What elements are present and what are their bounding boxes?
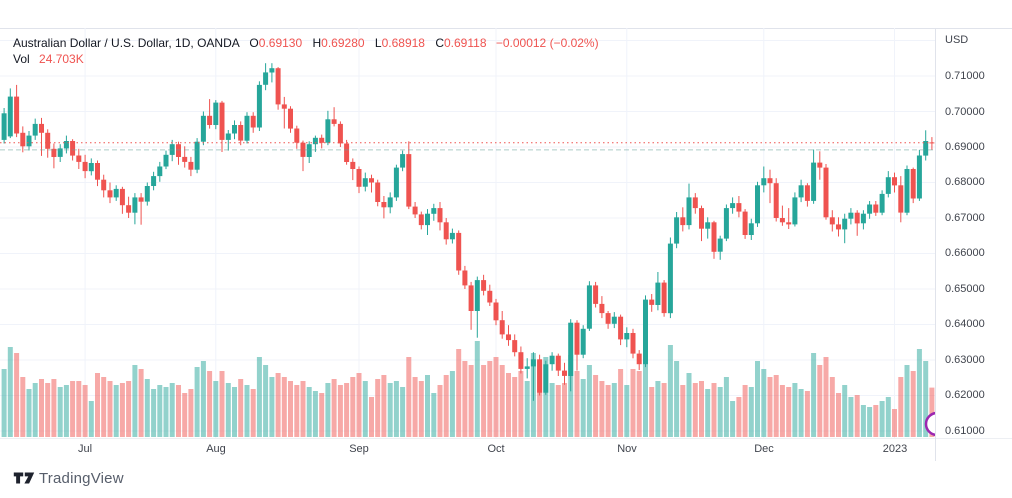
time-axis-label: Oct bbox=[487, 443, 505, 455]
axis-corner-border bbox=[935, 438, 936, 461]
volume-label: Vol bbox=[13, 52, 30, 66]
time-axis-label: Dec bbox=[754, 443, 774, 455]
candlestick-series bbox=[1, 63, 935, 401]
legend-volume-row: Vol 24.703K bbox=[13, 51, 599, 67]
event-marker-circle[interactable] bbox=[924, 411, 935, 437]
price-tick-label: 0.63000 bbox=[945, 354, 985, 366]
price-tick-label: 0.64000 bbox=[945, 318, 985, 330]
price-chart-canvas[interactable] bbox=[0, 28, 935, 438]
price-tick-label: 0.65000 bbox=[945, 283, 985, 295]
price-tick-label: 0.62000 bbox=[945, 389, 985, 401]
tradingview-brand-text[interactable]: TradingView bbox=[39, 470, 124, 487]
time-axis-label: 2023 bbox=[882, 443, 908, 455]
time-axis-label: Sep bbox=[349, 443, 369, 455]
footer: TradingView bbox=[0, 462, 1012, 498]
time-axis-label: Nov bbox=[617, 443, 637, 455]
high-label: H bbox=[312, 36, 322, 50]
legend-symbol-row: Australian Dollar / U.S. Dollar, 1D, OAN… bbox=[13, 35, 599, 51]
symbol-title[interactable]: Australian Dollar / U.S. Dollar, 1D, OAN… bbox=[13, 36, 240, 50]
tradingview-logo-icon[interactable] bbox=[13, 470, 35, 486]
price-tick-label: 0.70000 bbox=[945, 106, 985, 118]
price-tick-label: 0.71000 bbox=[945, 70, 985, 82]
currency-label: USD bbox=[945, 34, 969, 46]
change-value: −0.00012 (−0.02%) bbox=[495, 36, 599, 50]
time-axis[interactable]: Jul Aug Sep Oct Nov Dec 2023 bbox=[0, 438, 1012, 463]
price-tick-label: 0.69000 bbox=[945, 141, 985, 153]
low-value: 0.68918 bbox=[381, 36, 425, 50]
close-label: C bbox=[435, 36, 444, 50]
price-tick-label: 0.67000 bbox=[945, 212, 985, 224]
high-value: 0.69280 bbox=[321, 36, 365, 50]
price-tick-label: 0.61000 bbox=[945, 425, 985, 437]
widget-top-border bbox=[0, 28, 1012, 29]
time-axis-label: Jul bbox=[77, 443, 93, 455]
volume-series bbox=[1, 341, 935, 437]
low-label: L bbox=[374, 36, 382, 50]
volume-value: 24.703K bbox=[39, 52, 84, 66]
close-value: 0.69118 bbox=[444, 36, 487, 50]
open-value: 0.69130 bbox=[258, 36, 303, 50]
price-tick-label: 0.66000 bbox=[945, 247, 985, 259]
chart-legend: Australian Dollar / U.S. Dollar, 1D, OAN… bbox=[13, 35, 599, 67]
price-axis[interactable]: USD 0.71000 0.70000 0.69000 0.68000 0.67000 0… bbox=[935, 28, 1012, 438]
time-axis-label: Aug bbox=[206, 443, 226, 455]
open-label: O bbox=[249, 36, 259, 50]
price-tick-label: 0.68000 bbox=[945, 176, 985, 188]
